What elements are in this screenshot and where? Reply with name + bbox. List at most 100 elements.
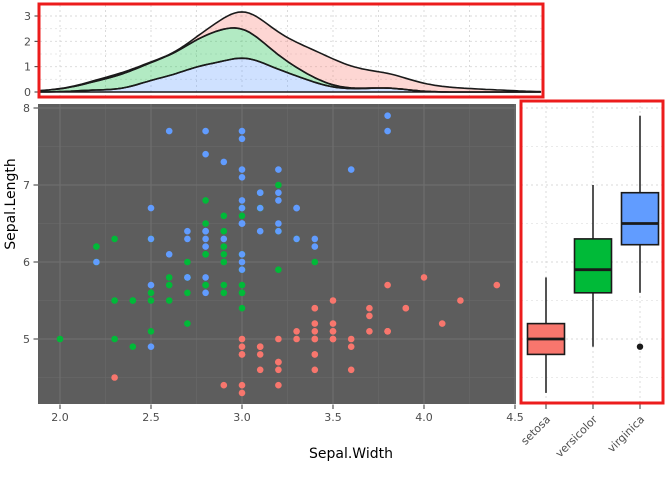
scatter-point bbox=[147, 235, 155, 243]
scatter-point bbox=[347, 335, 355, 343]
scatter-point bbox=[311, 351, 319, 358]
scatter-point bbox=[238, 381, 246, 389]
boxplot-category-ticks: setosa versicolor virginica bbox=[518, 404, 647, 460]
scatter-point bbox=[256, 351, 264, 358]
scatter-point bbox=[111, 297, 118, 304]
scatter-point bbox=[220, 235, 228, 243]
scatter-point bbox=[238, 304, 246, 312]
scatter-y-axis-ticks: 5 6 7 8 bbox=[23, 102, 38, 346]
scatter-point bbox=[311, 235, 319, 243]
scatter-point bbox=[347, 366, 355, 374]
scatter-point bbox=[384, 127, 391, 135]
x-tick-label: 4.5 bbox=[506, 411, 524, 424]
box-iqr bbox=[620, 191, 660, 246]
scatter-point bbox=[202, 251, 209, 258]
scatter-point bbox=[275, 358, 282, 366]
scatter-point bbox=[202, 274, 209, 281]
scatter-point bbox=[165, 251, 173, 258]
scatter-panel-background bbox=[38, 104, 516, 404]
scatter-point bbox=[238, 258, 246, 266]
boxplot-marginal-panel: setosa versicolor virginica bbox=[518, 99, 665, 460]
scatter-point bbox=[147, 281, 155, 289]
boxplot-setosa bbox=[526, 277, 566, 393]
scatter-point bbox=[202, 235, 209, 243]
scatter-point bbox=[220, 289, 228, 297]
scatter-point bbox=[293, 204, 300, 212]
scatter-point bbox=[238, 281, 246, 289]
scatter-point bbox=[147, 289, 155, 297]
scatter-point bbox=[147, 204, 155, 212]
scatter-point bbox=[238, 266, 246, 274]
scatter-point bbox=[275, 266, 282, 274]
scatter-point bbox=[275, 227, 282, 235]
scatter-point bbox=[275, 197, 282, 204]
scatter-point bbox=[202, 220, 209, 227]
scatter-point bbox=[184, 235, 191, 243]
scatter-point bbox=[256, 204, 264, 212]
scatter-point bbox=[256, 366, 264, 374]
density-panel-background bbox=[39, 4, 543, 97]
density-y-tick-label: 1 bbox=[24, 61, 31, 74]
scatter-point bbox=[202, 127, 209, 135]
scatter-point bbox=[238, 251, 246, 258]
density-gridlines bbox=[40, 5, 542, 96]
scatter-point bbox=[384, 281, 391, 289]
scatter-point bbox=[184, 227, 191, 235]
x-tick-label: 2.0 bbox=[51, 411, 69, 424]
scatter-point bbox=[366, 304, 373, 312]
scatter-point bbox=[347, 166, 355, 173]
scatter-point bbox=[329, 320, 337, 327]
x-tick-label: 4.0 bbox=[415, 411, 433, 424]
x-tick-label: 3.5 bbox=[324, 411, 342, 424]
scatter-point bbox=[147, 328, 155, 335]
scatter-point bbox=[238, 197, 246, 204]
scatter-point bbox=[311, 366, 319, 374]
scatter-point bbox=[275, 335, 282, 343]
density-y-tick-label: 3 bbox=[24, 10, 31, 23]
scatter-point bbox=[457, 297, 464, 304]
scatter-point bbox=[184, 258, 191, 266]
scatter-point bbox=[366, 328, 373, 335]
box-iqr bbox=[573, 238, 613, 294]
scatter-point bbox=[238, 135, 246, 143]
scatter-point bbox=[329, 297, 337, 304]
scatter-points bbox=[56, 112, 501, 397]
scatter-point bbox=[256, 343, 264, 351]
scatter-point bbox=[293, 335, 300, 343]
scatter-point bbox=[293, 328, 300, 335]
scatter-point bbox=[384, 328, 391, 335]
scatter-point bbox=[275, 366, 282, 374]
scatter-point bbox=[220, 258, 228, 266]
density-y-tick-label: 0 bbox=[24, 86, 31, 99]
scatter-point bbox=[93, 258, 100, 266]
scatter-point bbox=[275, 166, 282, 173]
scatter-point bbox=[56, 335, 64, 343]
boxplot-versicolor bbox=[573, 185, 613, 347]
scatter-point bbox=[202, 281, 209, 289]
scatter-point bbox=[220, 227, 228, 235]
scatter-panel: 2.0 2.5 3.0 3.5 4.0 4.5 5 6 7 8 Sepal.Width Sepa… bbox=[3, 102, 524, 462]
scatter-point bbox=[238, 351, 246, 358]
scatter-series-virginica bbox=[93, 112, 391, 351]
scatter-point bbox=[311, 258, 319, 266]
scatter-point bbox=[220, 243, 228, 250]
scatter-point bbox=[238, 166, 246, 173]
density-marginal-panel: 0 1 2 3 bbox=[24, 2, 545, 99]
density-band-setosa bbox=[40, 11, 542, 93]
scatter-point bbox=[184, 289, 191, 297]
scatter-point bbox=[238, 289, 246, 297]
scatter-point bbox=[165, 297, 173, 304]
scatter-point bbox=[420, 274, 428, 281]
scatter-point bbox=[275, 220, 282, 227]
scatter-point bbox=[293, 235, 300, 243]
density-red-annotation-border bbox=[37, 2, 545, 99]
scatter-point bbox=[147, 297, 155, 304]
scatter-point bbox=[202, 197, 209, 204]
scatter-point bbox=[347, 343, 355, 351]
scatter-point bbox=[111, 335, 118, 343]
density-y-axis-ticks: 0 1 2 3 bbox=[24, 10, 39, 99]
y-tick-label: 5 bbox=[23, 333, 30, 346]
scatter-series-setosa bbox=[111, 274, 501, 397]
scatter-point bbox=[238, 389, 246, 397]
scatter-point bbox=[184, 274, 191, 281]
